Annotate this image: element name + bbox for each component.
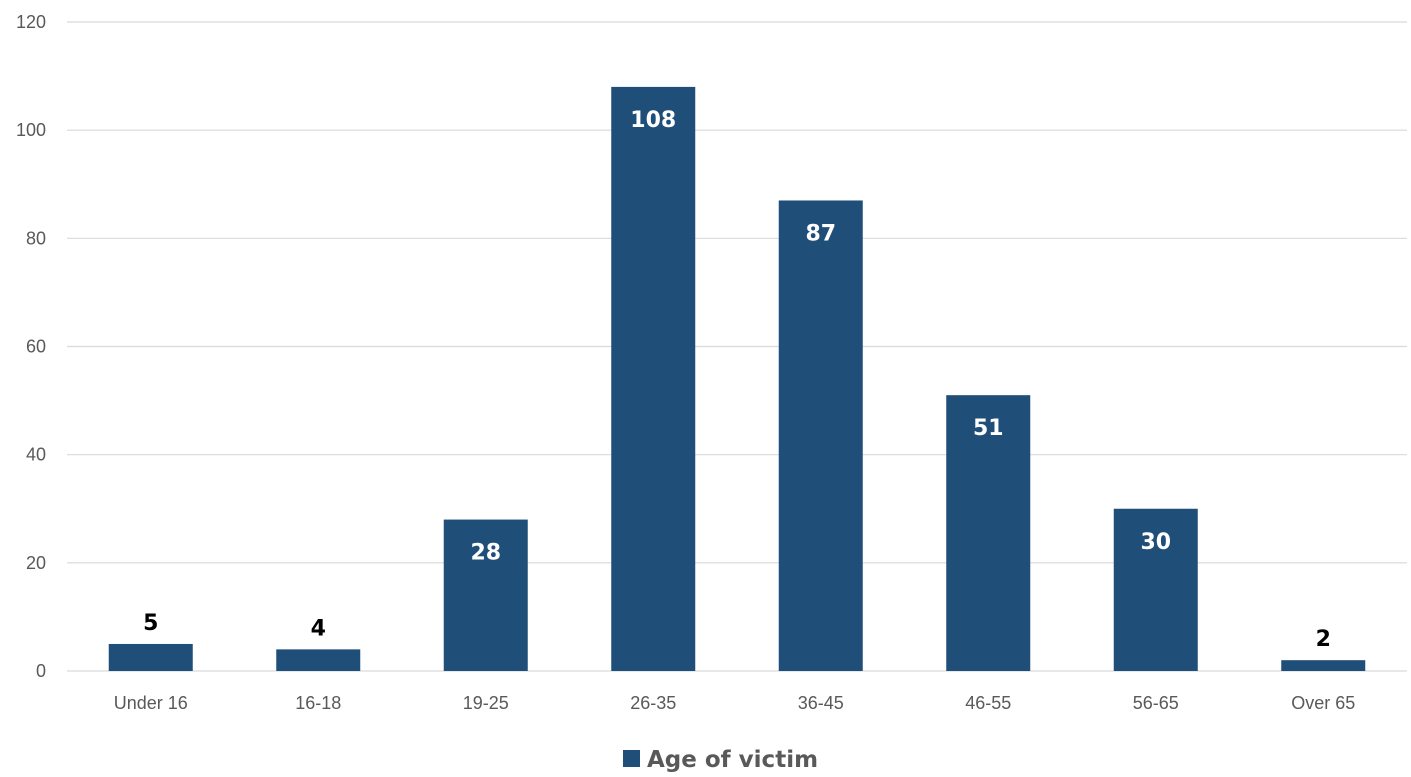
legend-label: Age of victim <box>647 747 818 773</box>
data-labels: 5 4 28 108 87 51 30 2 <box>143 108 1331 652</box>
x-tick-label: 46-55 <box>965 693 1011 713</box>
data-label: 108 <box>630 108 676 133</box>
data-label: 28 <box>470 541 501 566</box>
x-tick-label: Under 16 <box>114 693 188 713</box>
y-tick-label: 20 <box>26 553 46 573</box>
data-label: 5 <box>143 611 158 636</box>
data-label: 30 <box>1140 530 1171 555</box>
y-tick-label: 0 <box>36 661 46 681</box>
legend: Age of victim <box>623 747 818 773</box>
y-tick-label: 80 <box>26 228 46 248</box>
y-tick-label: 40 <box>26 445 46 465</box>
y-tick-label: 60 <box>26 337 46 357</box>
data-label: 4 <box>311 616 326 641</box>
gridlines <box>67 21 1407 672</box>
bar <box>1281 660 1366 671</box>
bar <box>276 649 361 671</box>
data-label: 51 <box>973 416 1004 441</box>
x-tick-label: 26-35 <box>630 693 676 713</box>
y-tick-label: 100 <box>16 120 46 140</box>
x-tick-label: 16-18 <box>295 693 341 713</box>
x-tick-label: Over 65 <box>1291 693 1355 713</box>
bars <box>108 86 1366 671</box>
x-tick-label: 36-45 <box>798 693 844 713</box>
legend-swatch <box>623 750 640 767</box>
bar <box>778 200 863 671</box>
x-tick-label: 19-25 <box>463 693 509 713</box>
bar <box>443 519 528 671</box>
y-axis-tick-labels: 0 20 40 60 80 100 120 <box>16 12 46 681</box>
data-label: 2 <box>1316 627 1331 652</box>
x-tick-label: 56-65 <box>1133 693 1179 713</box>
y-tick-label: 120 <box>16 12 46 32</box>
bar <box>108 643 193 671</box>
bar <box>611 86 696 671</box>
data-label: 87 <box>805 221 836 246</box>
x-axis-tick-labels: Under 16 16-18 19-25 26-35 36-45 46-55 56-65 Ov… <box>114 693 1356 713</box>
bar <box>946 395 1031 671</box>
bar <box>1113 508 1198 671</box>
